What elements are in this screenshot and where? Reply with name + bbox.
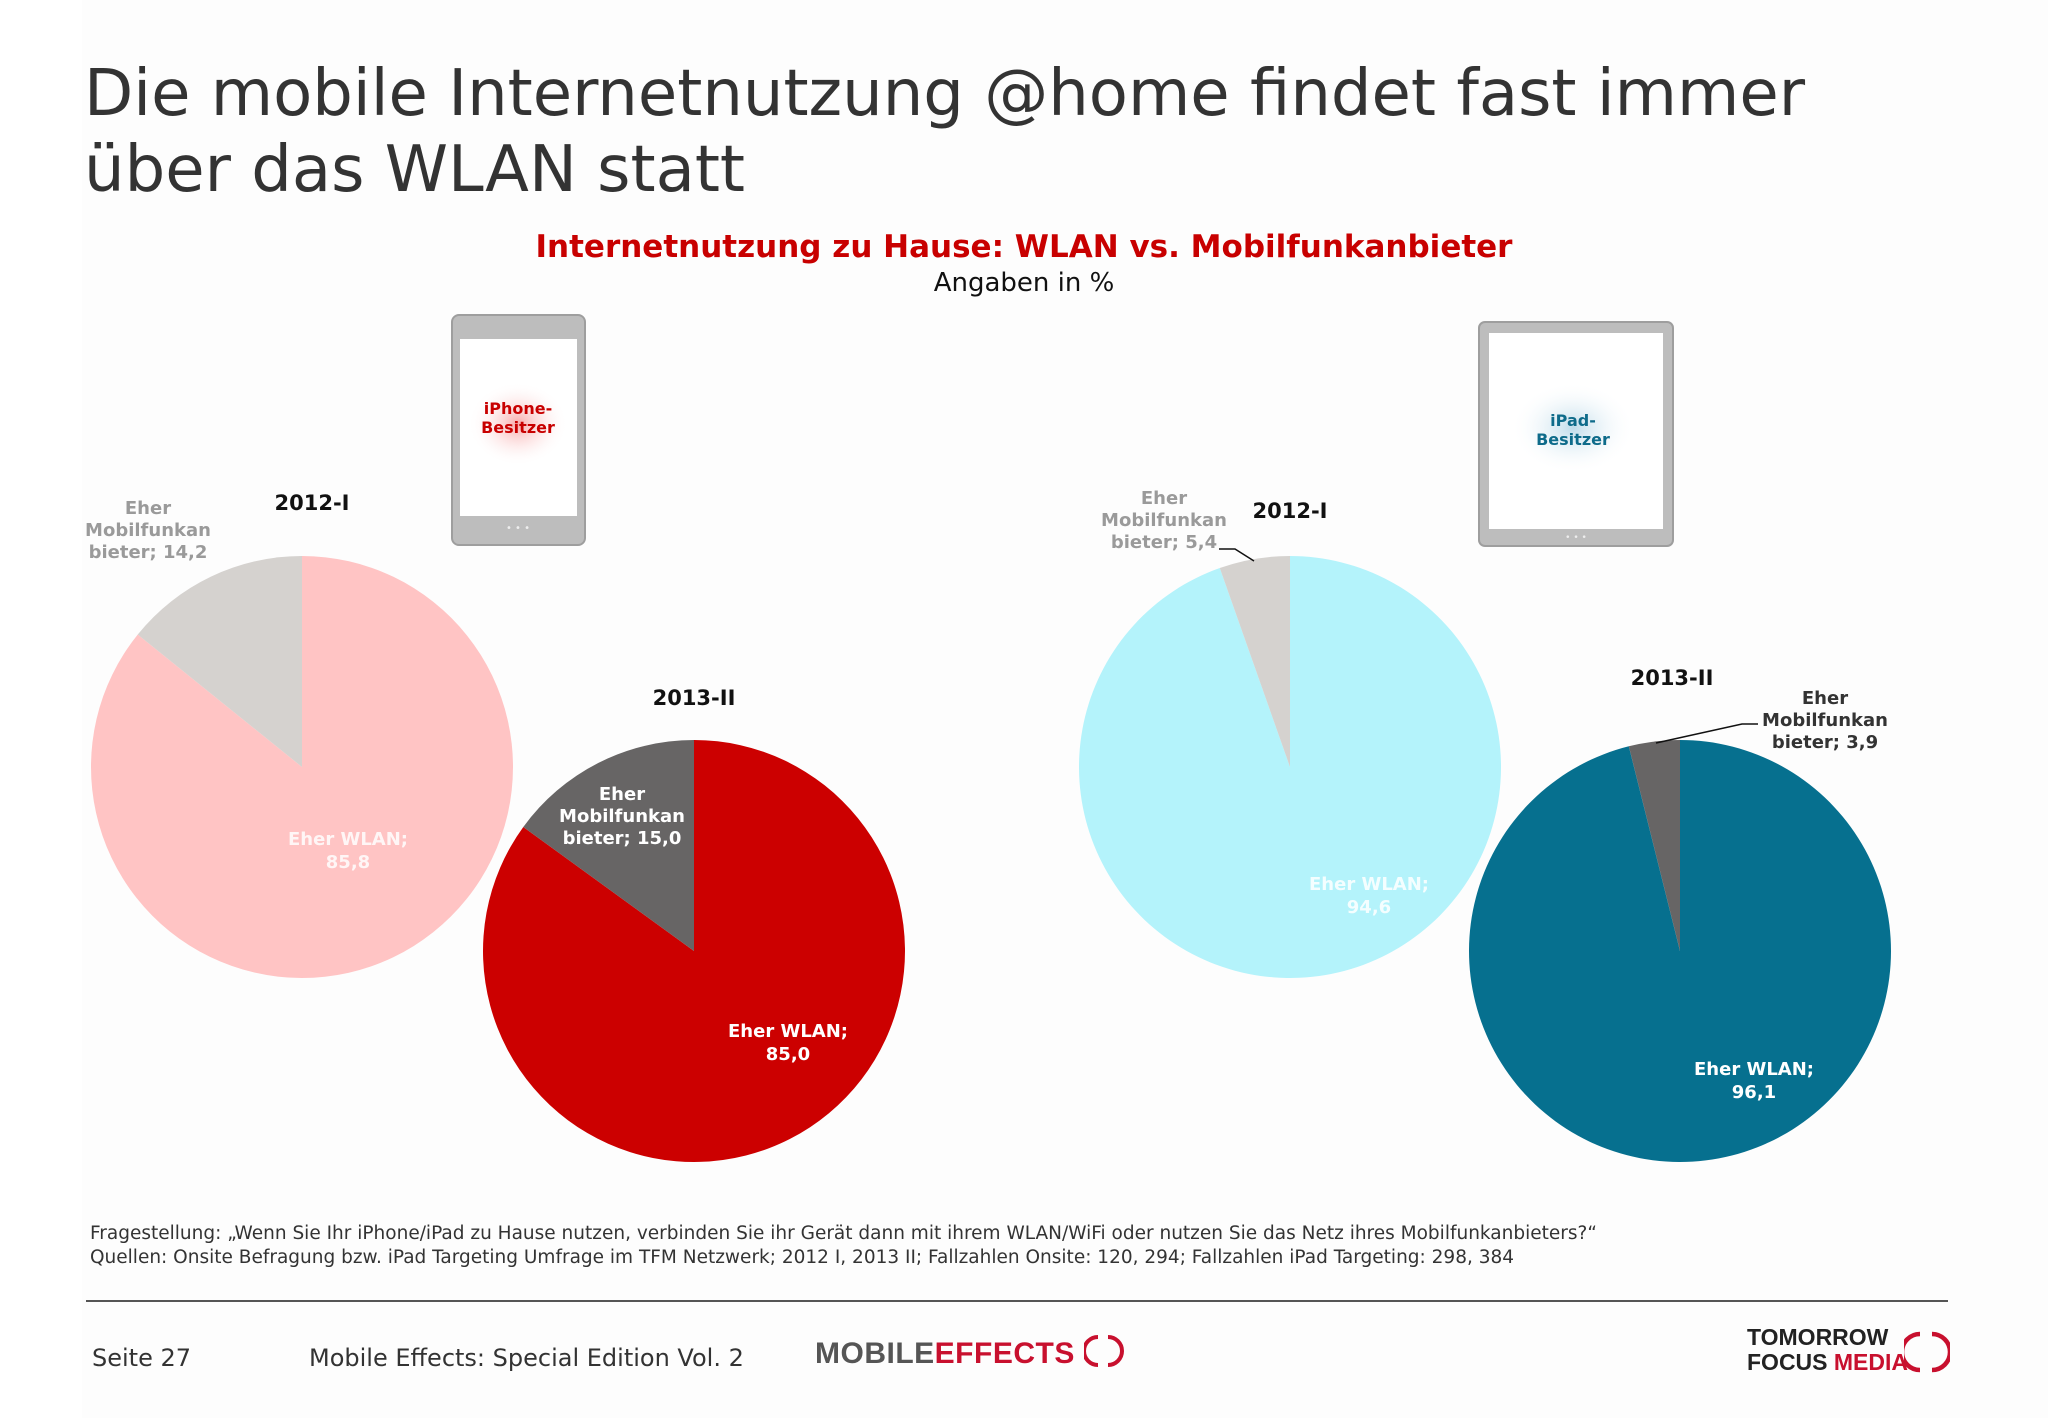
page-title-line-2: über das WLAN statt <box>84 133 745 207</box>
data-label-mobilfunk: Eher Mobilfunkan bieter; 15,0 <box>559 784 685 849</box>
page-title: Die mobile Internetnutzung @home findet … <box>84 56 1984 208</box>
chart-subtitle: Angaben in % <box>933 268 1115 298</box>
logo-left-part-a: MOBILE <box>815 1337 935 1370</box>
chart-title: Internetnutzung zu Hause: WLAN vs. Mobil… <box>535 229 1513 265</box>
leader-line <box>1655 723 1758 744</box>
question-note: Fragestellung: „Wenn Sie Ihr iPhone/iPad… <box>90 1223 1597 1244</box>
sources-note: Quellen: Onsite Befragung bzw. iPad Targ… <box>90 1247 1515 1268</box>
svg-text:• • •: • • • <box>506 523 530 534</box>
data-label-wlan: Eher WLAN; 96,1 <box>1694 1059 1814 1103</box>
iphone-device-icon: • • • iPhone-Besitzer <box>451 314 586 546</box>
data-label-wlan: Eher WLAN; 85,8 <box>288 829 408 873</box>
pie-chart-ipad-2012: 2012-I Eher WLAN; 94,6 Eher Mobilfunkan biete… <box>1078 488 1501 979</box>
ipad-owner-label: iPad-Besitzer <box>1536 411 1610 449</box>
tfm-mark-icon <box>1904 1331 1950 1373</box>
svg-text:• • •: • • • <box>1565 533 1587 543</box>
pie-title: 2012-I <box>1253 499 1328 523</box>
data-label-mobilfunk: Eher Mobilfunkan bieter; 5,4 <box>1101 488 1227 553</box>
data-label-mobilfunk: Eher Mobilfunkan bieter; 14,2 <box>85 498 211 563</box>
logo-left-part-b: EFFECTS <box>934 1337 1075 1370</box>
pie-title: 2012-I <box>275 491 350 515</box>
tomorrow-focus-media-logo: TOMORROW FOCUS MEDIA <box>1747 1325 1908 1375</box>
data-label-mobilfunk: Eher Mobilfunkan bieter; 3,9 <box>1762 688 1888 753</box>
ipad-device-icon: • • • iPad-Besitzer <box>1478 321 1674 547</box>
iphone-owner-label: iPhone-Besitzer <box>481 399 555 437</box>
pie-slice-mobilfunk <box>1219 556 1290 767</box>
page-number: Seite 27 <box>92 1344 192 1372</box>
pie-chart-iphone-2012: 2012-I Eher WLAN; 85,8 Eher Mobilfunkan biete… <box>85 491 514 978</box>
leader-line <box>1219 548 1255 562</box>
footnotes: Fragestellung: „Wenn Sie Ihr iPhone/iPad… <box>90 1222 1597 1270</box>
pie-chart-ipad-2013: 2013-II Eher WLAN; 96,1 Eher Mobilfunkan biet… <box>1469 666 1891 1162</box>
publication-title: Mobile Effects: Special Edition Vol. 2 <box>309 1344 744 1372</box>
pie-slice-wlan <box>483 740 906 1163</box>
pie-chart-iphone-2013: 2013-II Eher WLAN; 85,0 Eher Mobilfunkan biet… <box>483 686 906 1163</box>
data-label-wlan: Eher WLAN; 94,6 <box>1309 874 1429 918</box>
mobile-effects-logo: MOBILEEFFECTS <box>815 1333 1124 1371</box>
pie-slice-mobilfunk <box>137 556 302 767</box>
pie-slice-mobilfunk <box>523 740 694 951</box>
logo-right-line-1: TOMORROW <box>1747 1324 1889 1350</box>
logo-mark-icon <box>1081 1335 1124 1367</box>
footer-divider <box>86 1300 1948 1302</box>
page-title-line-1: Die mobile Internetnutzung @home findet … <box>84 57 1805 131</box>
pie-title: 2013-II <box>1631 666 1714 690</box>
pie-slice-mobilfunk <box>1628 740 1680 951</box>
logo-right-part-a: FOCUS <box>1747 1349 1828 1375</box>
data-label-wlan: Eher WLAN; 85,0 <box>728 1021 848 1065</box>
logo-right-part-b: MEDIA <box>1833 1349 1909 1375</box>
pie-title: 2013-II <box>653 686 736 710</box>
